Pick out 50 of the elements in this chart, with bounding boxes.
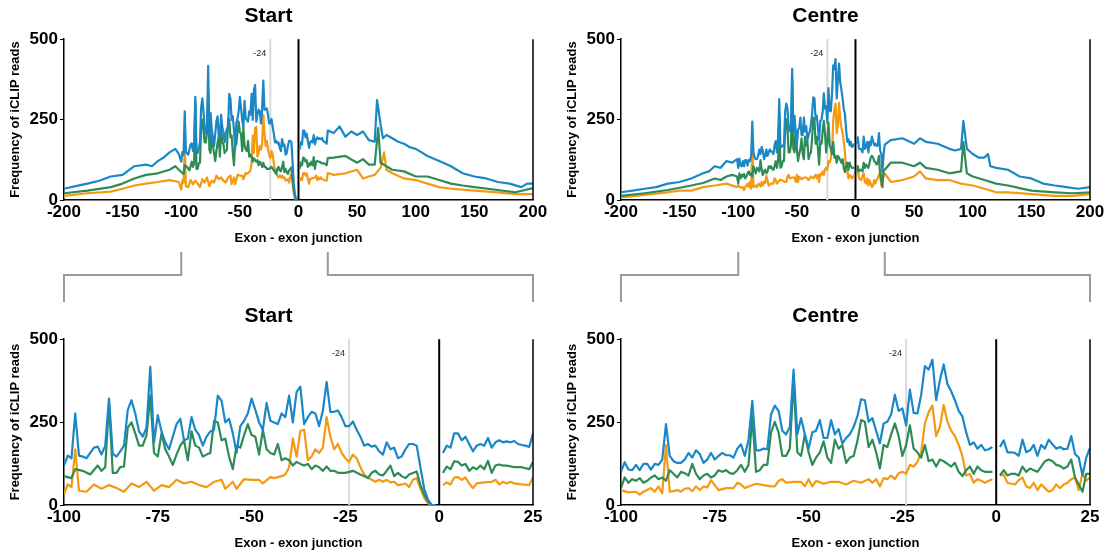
- x-tick-label: 0: [434, 506, 444, 526]
- chart-title: Centre: [792, 303, 859, 327]
- ref-line-label: -24: [810, 47, 824, 58]
- x-tick-label: -50: [784, 201, 810, 221]
- y-axis-title: Frequency of iCLIP reads: [564, 343, 580, 501]
- x-tick-label: 150: [1017, 201, 1046, 221]
- y-tick-label: 250: [29, 411, 58, 431]
- x-tick-label: -25: [890, 506, 915, 526]
- x-tick-label: 25: [523, 506, 543, 526]
- x-tick-label: -150: [105, 201, 140, 221]
- y-tick-label: 250: [29, 109, 58, 129]
- y-tick-label: 500: [586, 328, 615, 348]
- x-tick-label: 150: [460, 201, 489, 221]
- x-tick-label: 50: [904, 201, 924, 221]
- ref-line-label: -24: [332, 347, 346, 358]
- y-tick-label: 500: [29, 328, 58, 348]
- x-tick-label: 0: [293, 201, 304, 221]
- x-tick-label: -50: [239, 506, 264, 526]
- x-tick-label: 100: [401, 201, 430, 221]
- x-axis-title: Exon - exon junction: [791, 229, 920, 245]
- ref-line-label: -24: [889, 347, 903, 358]
- y-tick-label: 250: [586, 109, 615, 129]
- x-tick-label: -100: [164, 201, 199, 221]
- x-tick-label: 200: [518, 201, 548, 221]
- x-tick-label: 0: [850, 201, 861, 221]
- x-tick-label: -75: [702, 506, 728, 526]
- chart-title: Centre: [792, 3, 859, 27]
- x-tick-label: 0: [991, 506, 1001, 526]
- y-tick-label: 250: [586, 411, 615, 431]
- x-axis-title: Exon - exon junction: [791, 534, 920, 550]
- x-tick-label: 50: [347, 201, 367, 221]
- x-tick-label: -25: [333, 506, 358, 526]
- y-axis-title: Frequency of iCLIP reads: [564, 41, 580, 198]
- y-axis-title: Frequency of iCLIP reads: [7, 41, 23, 198]
- x-tick-label: -75: [145, 506, 171, 526]
- x-tick-label: -50: [796, 506, 821, 526]
- chart-title: Start: [244, 3, 293, 27]
- x-axis-title: Exon - exon junction: [234, 534, 363, 550]
- x-tick-label: -50: [227, 201, 253, 221]
- x-axis-title: Exon - exon junction: [234, 229, 363, 245]
- x-tick-label: 200: [1075, 201, 1105, 221]
- y-tick-label: 500: [586, 28, 615, 48]
- x-tick-label: -100: [721, 201, 756, 221]
- x-tick-label: -150: [662, 201, 697, 221]
- ref-line-label: -24: [253, 47, 267, 58]
- x-tick-label: 100: [958, 201, 987, 221]
- y-tick-label: 500: [29, 28, 58, 48]
- y-axis-title: Frequency of iCLIP reads: [7, 343, 23, 501]
- chart-title: Start: [244, 303, 293, 327]
- x-tick-label: 25: [1080, 506, 1100, 526]
